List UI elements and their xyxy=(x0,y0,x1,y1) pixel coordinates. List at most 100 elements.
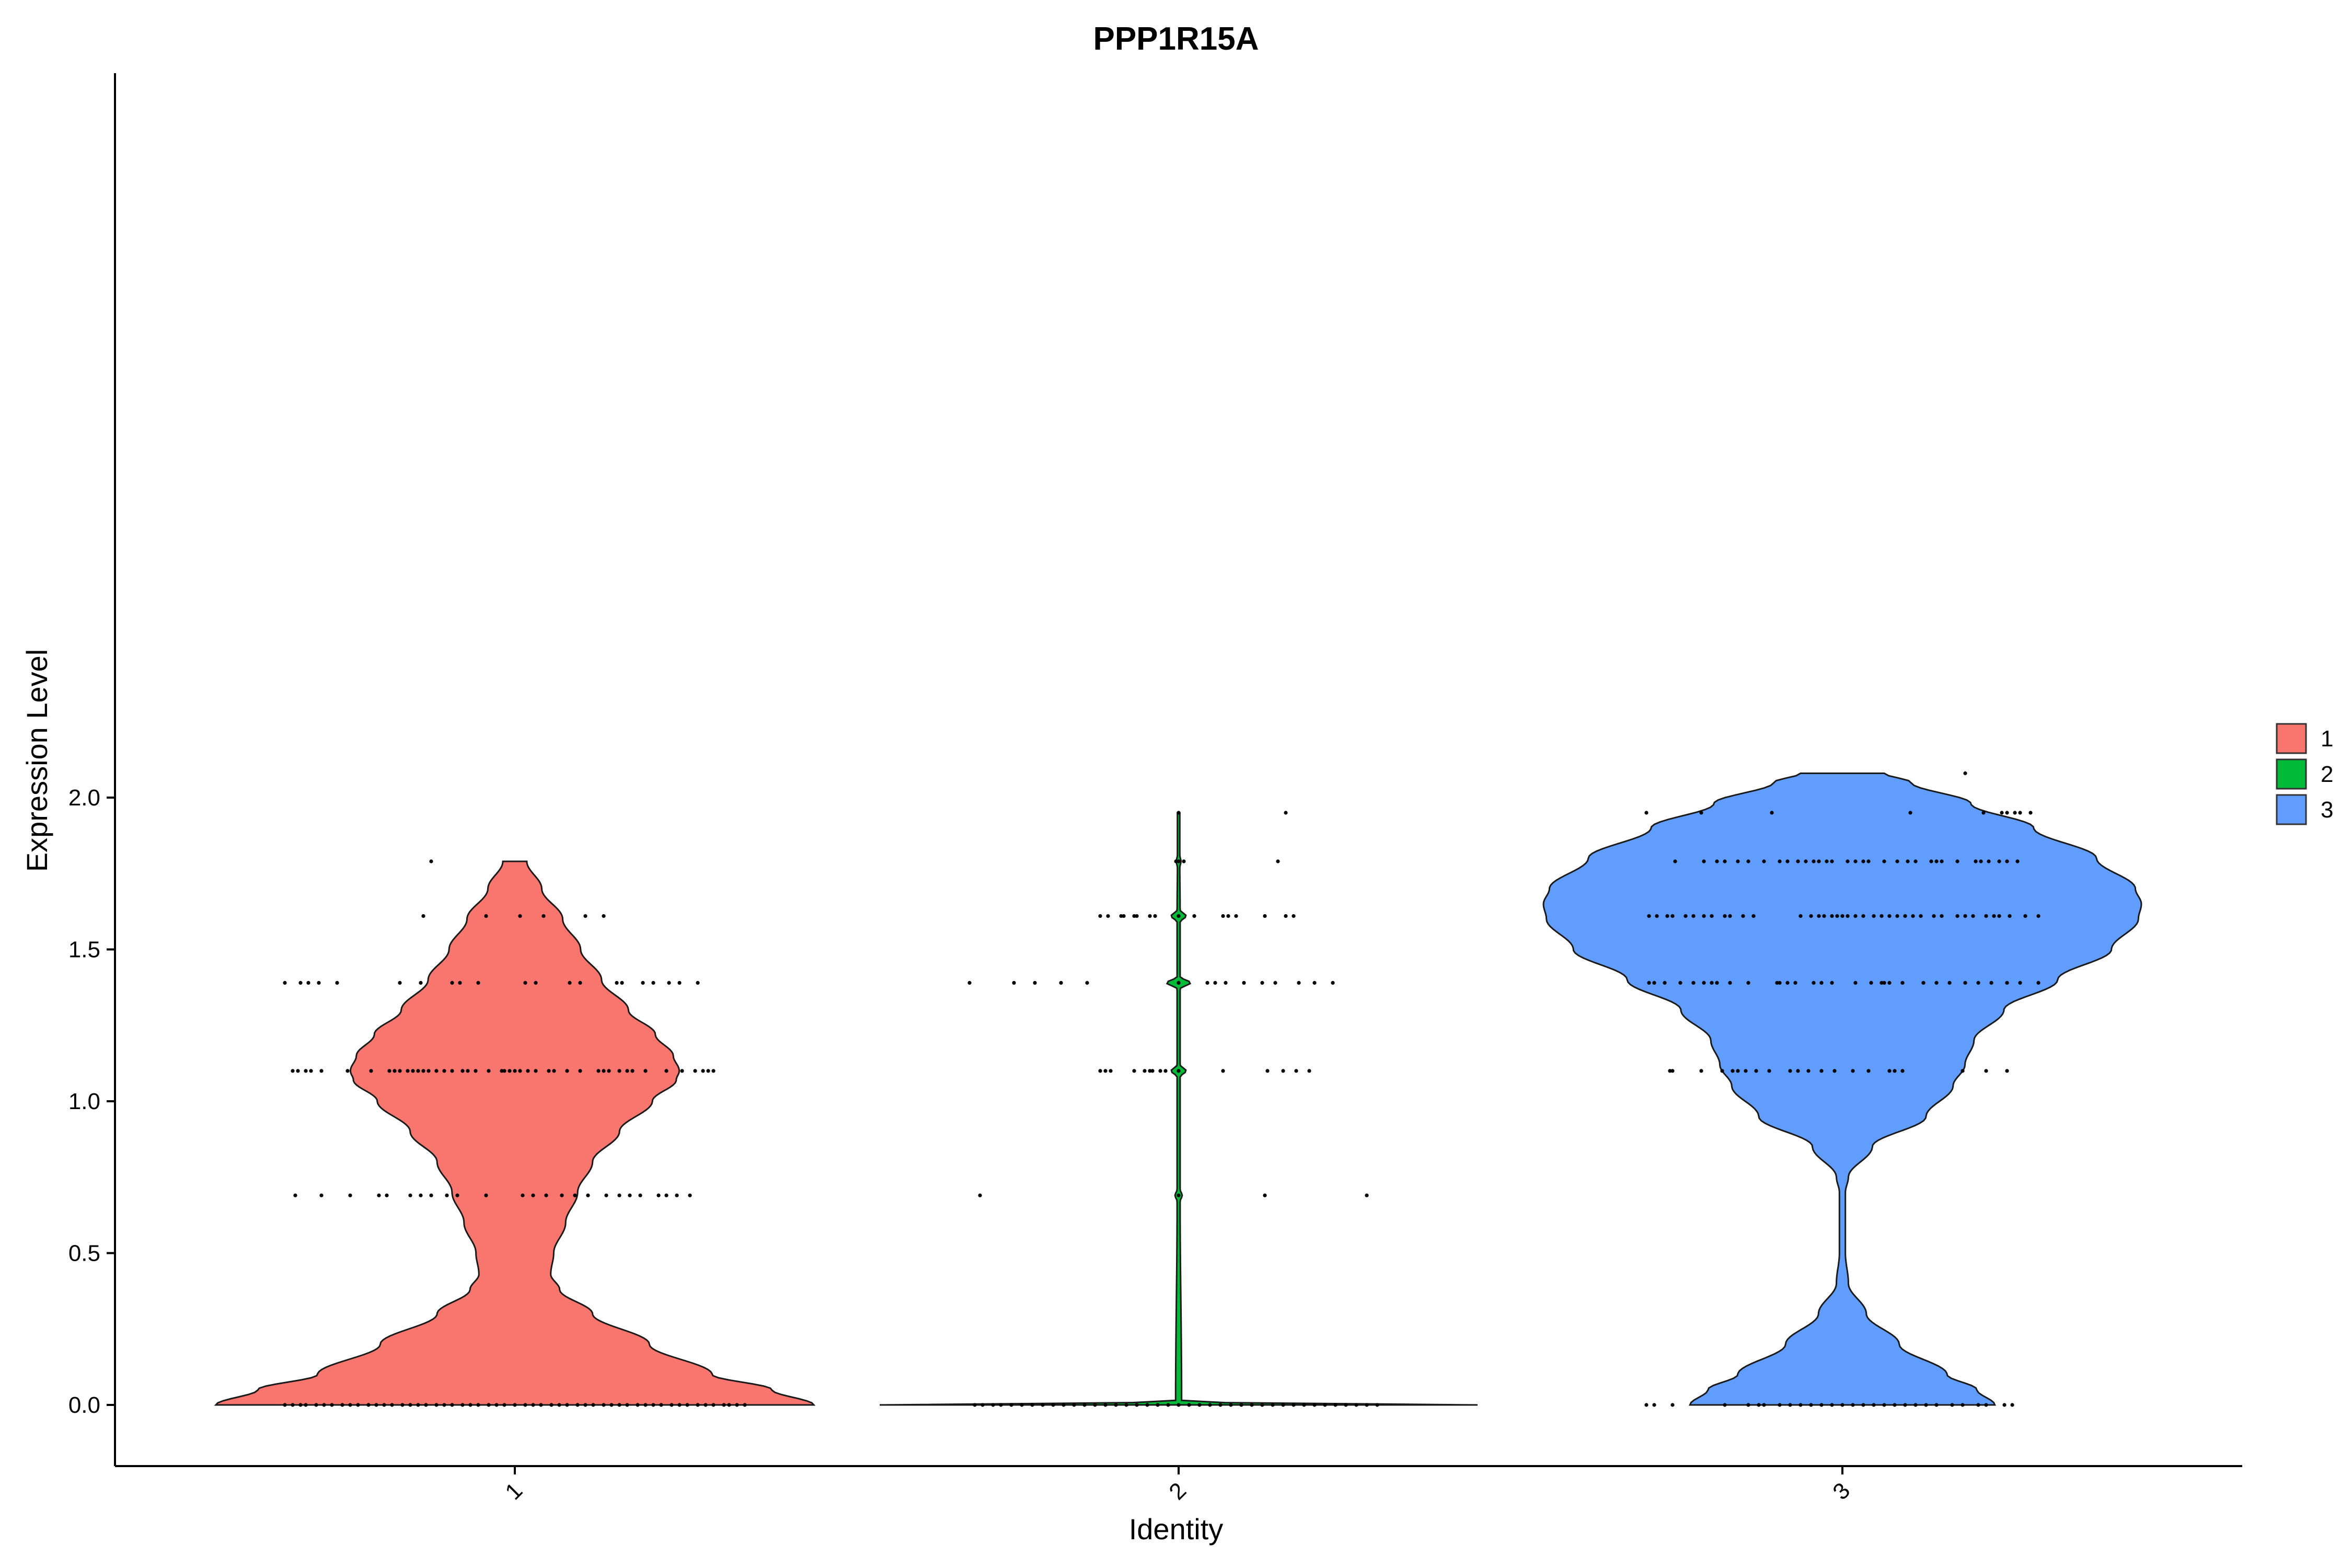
data-point xyxy=(1987,859,1991,863)
data-point xyxy=(573,1193,577,1197)
violins-layer xyxy=(214,773,2142,1406)
data-point xyxy=(664,1193,668,1197)
data-point xyxy=(1177,811,1181,815)
data-point xyxy=(1163,1069,1168,1073)
data-point xyxy=(1652,981,1656,985)
data-point xyxy=(1869,981,1873,985)
data-point xyxy=(330,1403,334,1407)
data-point xyxy=(1835,914,1839,918)
data-point xyxy=(1940,914,1944,918)
data-point xyxy=(1098,914,1102,918)
data-point xyxy=(1817,859,1821,863)
data-point xyxy=(604,1193,608,1197)
data-point xyxy=(1809,914,1813,918)
data-point xyxy=(1284,914,1288,918)
data-point xyxy=(1720,1069,1724,1073)
data-point xyxy=(1940,859,1944,863)
data-point xyxy=(1260,1403,1264,1407)
data-point xyxy=(1307,1069,1311,1073)
data-point xyxy=(641,981,645,985)
data-point xyxy=(419,981,423,985)
y-tick-label: 2.0 xyxy=(68,785,100,811)
data-point xyxy=(1663,981,1667,985)
data-point xyxy=(1158,1069,1162,1073)
data-point xyxy=(460,1403,465,1407)
data-point xyxy=(1830,859,1834,863)
data-point xyxy=(617,1069,621,1073)
data-point xyxy=(304,1403,308,1407)
data-point xyxy=(1699,811,1703,815)
data-point xyxy=(1114,1403,1118,1407)
data-point xyxy=(1150,1069,1155,1073)
data-point xyxy=(474,1069,478,1073)
data-point xyxy=(502,1069,506,1073)
data-point xyxy=(1984,914,1988,918)
data-point xyxy=(1106,914,1110,918)
data-point xyxy=(1177,1403,1181,1407)
data-point xyxy=(1851,1403,1855,1407)
data-point xyxy=(500,1069,504,1073)
x-axis-title: Identity xyxy=(1129,1513,1224,1546)
data-point xyxy=(1963,914,1967,918)
data-point xyxy=(1872,1403,1876,1407)
data-point xyxy=(1187,1403,1191,1407)
data-point xyxy=(1702,914,1706,918)
data-point xyxy=(1020,1403,1024,1407)
data-point xyxy=(1851,1069,1855,1073)
data-point xyxy=(322,1403,326,1407)
data-point xyxy=(455,1193,459,1197)
data-point xyxy=(1273,981,1277,985)
data-point xyxy=(1135,914,1139,918)
data-point xyxy=(1710,981,1714,985)
data-point xyxy=(1135,1403,1139,1407)
legend-swatch xyxy=(2276,758,2307,790)
data-point xyxy=(1840,1403,1844,1407)
data-point xyxy=(1715,859,1719,863)
data-point xyxy=(1085,981,1089,985)
data-point xyxy=(625,1403,629,1407)
data-point xyxy=(1798,914,1803,918)
legend: 1 2 3 xyxy=(2276,723,2333,825)
data-point xyxy=(552,1069,556,1073)
data-point xyxy=(1668,1069,1672,1073)
data-point xyxy=(400,1403,405,1407)
data-point xyxy=(693,1069,697,1073)
data-point xyxy=(1177,859,1181,863)
data-point xyxy=(460,1069,465,1073)
data-point xyxy=(508,1069,512,1073)
data-point xyxy=(416,1403,420,1407)
data-point xyxy=(1955,914,1959,918)
data-point xyxy=(1284,811,1288,815)
data-point xyxy=(2018,811,2022,815)
data-point xyxy=(1647,981,1651,985)
data-point xyxy=(1895,859,1899,863)
data-point xyxy=(283,1403,287,1407)
data-point xyxy=(421,914,425,918)
data-point xyxy=(1997,859,2001,863)
data-point xyxy=(1375,1403,1379,1407)
data-point xyxy=(1819,981,1824,985)
data-point xyxy=(743,1403,747,1407)
data-point xyxy=(406,1069,410,1073)
y-axis-title: Expression Level xyxy=(20,649,53,872)
data-point xyxy=(314,1403,318,1407)
data-point xyxy=(973,1403,977,1407)
data-point xyxy=(1208,1403,1212,1407)
data-point xyxy=(549,1403,554,1407)
data-point xyxy=(1932,914,1936,918)
data-point xyxy=(2013,811,2017,815)
data-point xyxy=(408,1193,412,1197)
data-point xyxy=(1921,981,1926,985)
data-point xyxy=(1012,981,1016,985)
data-point xyxy=(1132,1069,1136,1073)
data-point xyxy=(1882,1403,1886,1407)
data-point xyxy=(2008,914,2012,918)
data-point xyxy=(1908,811,1912,815)
data-point xyxy=(1354,1403,1358,1407)
data-point xyxy=(484,1193,488,1197)
data-point xyxy=(1900,981,1905,985)
data-point xyxy=(667,981,671,985)
data-point xyxy=(1699,1069,1703,1073)
data-point xyxy=(382,1403,386,1407)
